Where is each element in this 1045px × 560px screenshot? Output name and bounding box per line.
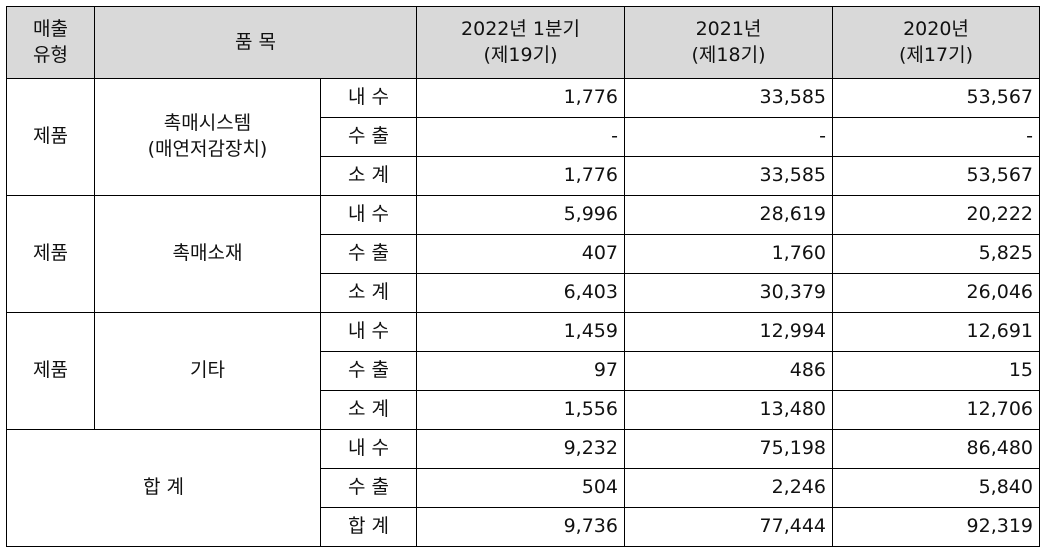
value-cell: 5,996: [416, 195, 625, 235]
row-label: 내 수: [320, 195, 417, 235]
row-label: 합 계: [320, 507, 417, 547]
value-cell: 486: [624, 351, 833, 391]
table-row: 소 계 1,556 13,480 12,706: [7, 390, 1040, 430]
sales-type-cell: 제품: [6, 312, 95, 430]
value-cell: 1,776: [416, 156, 625, 196]
value-cell: 1,556: [416, 390, 625, 430]
table-row: 합 계 9,736 77,444 92,319: [7, 507, 1040, 547]
value-cell: 1,776: [416, 78, 625, 118]
table-row: 소 계 6,403 30,379 26,046: [7, 273, 1040, 313]
value-cell: -: [832, 117, 1040, 157]
value-cell: 407: [416, 234, 625, 274]
header-row: 매출 유형 품 목 2022년 1분기 (제19기) 2021년 (제18기) …: [6, 6, 1040, 79]
row-label: 수 출: [320, 234, 417, 274]
value-cell: 9,232: [416, 429, 625, 469]
value-cell: 20,222: [832, 195, 1040, 235]
item-name-cell: 촉매소재: [94, 195, 321, 313]
row-label: 내 수: [320, 78, 417, 118]
period-1-line1: 2022년 1분기: [461, 17, 580, 40]
item-name-line1: 촉매시스템: [163, 112, 252, 135]
item-name-cell: 기타: [94, 312, 321, 430]
value-cell: 1,760: [624, 234, 833, 274]
row-label: 내 수: [320, 429, 417, 469]
period-3-line2: (제17기): [899, 43, 973, 66]
value-cell: 12,706: [832, 390, 1040, 430]
row-label: 소 계: [320, 390, 417, 430]
row-label: 수 출: [320, 468, 417, 508]
value-cell: 33,585: [624, 156, 833, 196]
value-cell: 26,046: [832, 273, 1040, 313]
row-label: 수 출: [320, 117, 417, 157]
value-cell: 5,840: [832, 468, 1040, 508]
value-cell: 504: [416, 468, 625, 508]
value-cell: 77,444: [624, 507, 833, 547]
total-label-cell: 합 계: [6, 429, 321, 547]
sales-table: 매출 유형 품 목 2022년 1분기 (제19기) 2021년 (제18기) …: [6, 6, 1040, 547]
header-period-1: 2022년 1분기 (제19기): [416, 6, 625, 79]
header-item: 품 목: [94, 6, 417, 79]
value-cell: 5,825: [832, 234, 1040, 274]
period-1-line2: (제19기): [483, 43, 558, 66]
sales-type-cell: 제품: [6, 78, 95, 196]
table-row: 제품 촉매소재 내 수 5,996 28,619 20,222: [6, 195, 1040, 313]
row-label: 내 수: [320, 312, 417, 352]
sales-type-cell: 제품: [6, 195, 95, 313]
value-cell: 33,585: [624, 78, 833, 118]
header-period-3: 2020년 (제17기): [832, 6, 1040, 79]
table-row: 제품 기타 내 수 1,459 12,994 12,691: [6, 312, 1040, 430]
row-label: 소 계: [320, 156, 417, 196]
value-cell: 12,994: [624, 312, 833, 352]
value-cell: 13,480: [624, 390, 833, 430]
table-row: 수 출 97 486 15: [7, 351, 1040, 391]
value-cell: 53,567: [832, 78, 1040, 118]
header-sales-type: 매출 유형: [6, 6, 95, 79]
table-row: 수 출 407 1,760 5,825: [7, 234, 1040, 274]
value-cell: 2,246: [624, 468, 833, 508]
period-2-line2: (제18기): [691, 43, 766, 66]
value-cell: 86,480: [832, 429, 1040, 469]
item-name-line2: (매연저감장치): [147, 138, 268, 160]
item-name-cell: 촉매시스템 (매연저감장치): [94, 78, 321, 196]
header-type-line1: 매출: [33, 17, 68, 40]
value-cell: 12,691: [832, 312, 1040, 352]
value-cell: 53,567: [832, 156, 1040, 196]
period-3-line1: 2020년: [903, 17, 969, 40]
table-row: 합 계 내 수 9,232 75,198 86,480: [6, 429, 1040, 547]
table-row: 수 출 - - -: [7, 117, 1040, 157]
value-cell: 97: [416, 351, 625, 391]
value-cell: 1,459: [416, 312, 625, 352]
value-cell: 28,619: [624, 195, 833, 235]
value-cell: 15: [832, 351, 1040, 391]
header-period-2: 2021년 (제18기): [624, 6, 833, 79]
value-cell: -: [624, 117, 833, 157]
value-cell: 6,403: [416, 273, 625, 313]
value-cell: 9,736: [416, 507, 625, 547]
row-label: 소 계: [320, 273, 417, 313]
period-2-line1: 2021년: [695, 17, 762, 40]
value-cell: -: [416, 117, 625, 157]
value-cell: 30,379: [624, 273, 833, 313]
header-type-line2: 유형: [33, 43, 68, 66]
value-cell: 75,198: [624, 429, 833, 469]
row-label: 수 출: [320, 351, 417, 391]
value-cell: 92,319: [832, 507, 1040, 547]
table-row: 제품 촉매시스템 (매연저감장치) 내 수 1,776 33,585 53,56…: [6, 78, 1040, 196]
